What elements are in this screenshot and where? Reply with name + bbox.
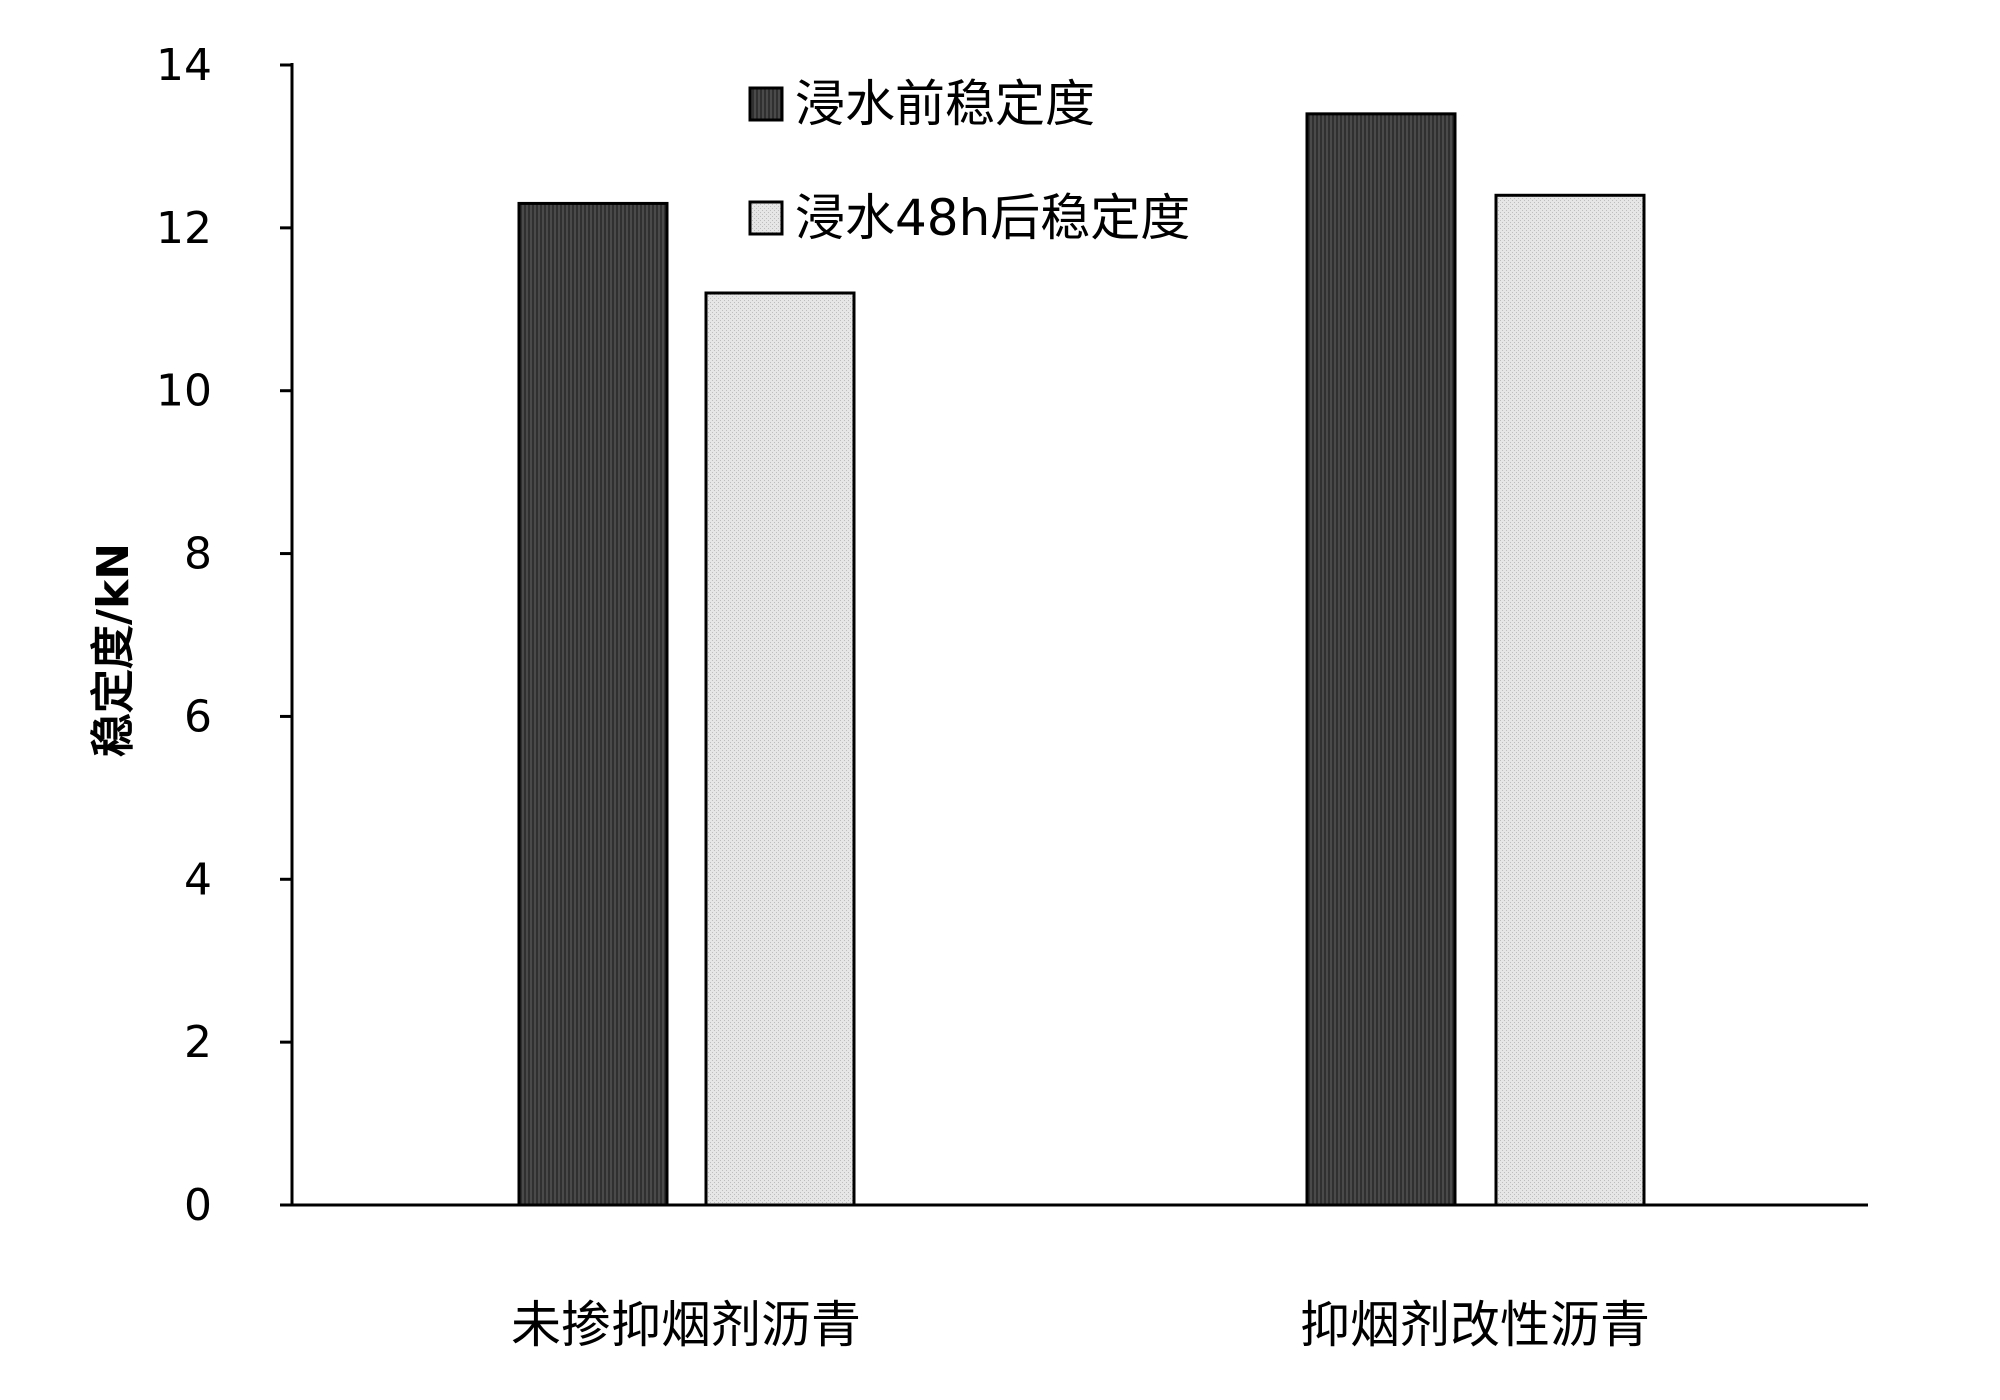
category-label: 抑烟剂改性沥青 bbox=[1300, 1296, 1650, 1354]
y-axis-label: 稳定度/kN bbox=[88, 543, 139, 757]
legend-label: 浸水48h后稳定度 bbox=[795, 189, 1190, 247]
y-tick-label: 6 bbox=[184, 691, 212, 742]
bars bbox=[517, 112, 1646, 1207]
y-axis-ticks: 0 2 4 6 8 10 12 14 bbox=[156, 40, 292, 1231]
y-tick-label: 4 bbox=[184, 854, 212, 905]
bar bbox=[1494, 193, 1646, 1207]
y-tick-label: 14 bbox=[156, 40, 212, 91]
y-tick-label: 8 bbox=[184, 529, 212, 580]
legend-swatch bbox=[748, 200, 784, 236]
y-tick-label: 0 bbox=[184, 1180, 212, 1231]
category-label: 未掺抑烟剂沥青 bbox=[511, 1296, 861, 1354]
bar bbox=[704, 291, 856, 1207]
bar bbox=[1305, 112, 1457, 1207]
bar bbox=[517, 201, 669, 1207]
legend-label: 浸水前稳定度 bbox=[795, 75, 1095, 133]
legend: 浸水前稳定度 浸水48h后稳定度 bbox=[748, 75, 1190, 247]
legend-swatch bbox=[748, 86, 784, 122]
y-tick-label: 12 bbox=[156, 203, 212, 254]
y-tick-label: 2 bbox=[184, 1017, 212, 1068]
y-tick-label: 10 bbox=[156, 366, 212, 417]
